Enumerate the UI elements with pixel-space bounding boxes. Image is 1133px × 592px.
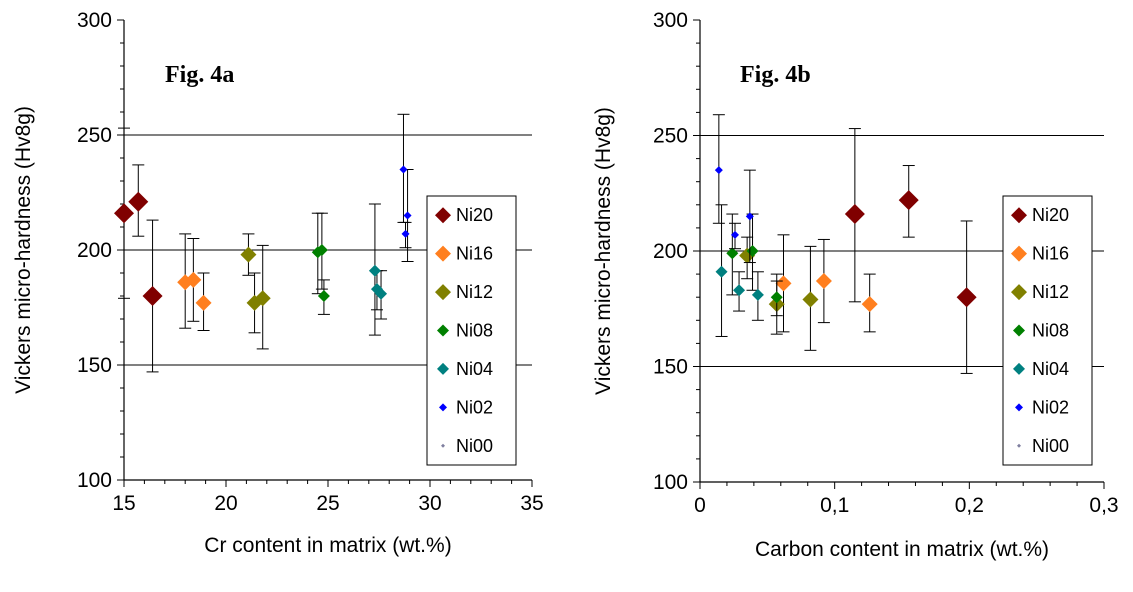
legend-label-ni00: Ni00 (1032, 436, 1069, 456)
data-point-ni02 (745, 212, 754, 221)
series-ni08 (311, 212, 330, 315)
data-point-ni12 (802, 291, 819, 308)
data-point-ni04 (751, 288, 764, 301)
legend-marker-ni16 (1011, 245, 1027, 262)
data-point-ni08 (317, 290, 330, 302)
legend-label-ni20: Ni20 (456, 205, 493, 225)
series-ni04 (368, 203, 388, 336)
data-point-ni16 (775, 275, 792, 292)
series-ni20 (844, 128, 977, 374)
data-point-ni02 (714, 166, 723, 175)
legend-marker-ni12 (1011, 284, 1027, 301)
data-point-ni04 (368, 264, 381, 277)
data-point-ni08 (315, 244, 328, 256)
y-tick-label: 200 (653, 240, 688, 263)
legend-label-ni12: Ni12 (456, 282, 493, 302)
data-point-ni16 (861, 296, 878, 313)
data-point-ni02 (401, 229, 410, 238)
series-ni04 (715, 204, 764, 337)
x-axis-title: Cr content in matrix (wt.%) (204, 534, 451, 557)
data-point-ni16 (815, 273, 832, 290)
legend-marker-ni08 (437, 324, 449, 337)
legend-marker-ni04 (437, 362, 449, 375)
legend-marker-ni20 (435, 207, 451, 224)
x-tick-label: 0 (694, 494, 706, 517)
data-point-ni20 (128, 191, 149, 212)
data-point-ni12 (254, 290, 271, 307)
figure-label: Fig. 4b (740, 62, 811, 88)
legend-label-ni16: Ni16 (1032, 244, 1069, 264)
series-ni08 (726, 213, 783, 317)
legend-marker-ni02 (439, 403, 447, 412)
figure-label: Fig. 4a (165, 62, 234, 88)
x-tick-label: 25 (316, 492, 339, 515)
y-tick-label: 250 (77, 124, 112, 147)
x-tick-label: 15 (112, 492, 135, 515)
legend-label-ni08: Ni08 (456, 321, 493, 341)
legend-label-ni02: Ni02 (456, 397, 493, 417)
x-tick-label: 35 (520, 492, 543, 515)
series-ni02 (712, 114, 756, 264)
legend-marker-ni02 (1015, 403, 1023, 412)
data-point-ni12 (240, 246, 257, 263)
data-point-ni20 (142, 286, 163, 306)
y-axis-title: Vickers micro-hardness (Hv8g) (12, 106, 35, 394)
data-point-ni02 (403, 211, 412, 220)
legend-label-ni16: Ni16 (456, 244, 493, 264)
series-ni20 (114, 127, 163, 373)
legend-marker-ni04 (1013, 362, 1025, 375)
data-point-ni02 (731, 230, 740, 239)
legend-marker-ni16 (435, 245, 451, 262)
series-ni02 (397, 113, 414, 262)
legend-label-ni02: Ni02 (1032, 397, 1069, 417)
series-ni16 (177, 233, 212, 331)
data-point-ni02 (399, 165, 408, 174)
legend-marker-ni20 (1011, 207, 1027, 224)
legend-label-ni04: Ni04 (456, 359, 493, 379)
y-tick-label: 150 (653, 356, 688, 379)
chart-fig-4b: 100 150 200 250 300 0 0,1 0,2 0,3 Carbon content … (592, 9, 1119, 561)
data-point-ni08 (726, 247, 739, 260)
data-point-ni04 (733, 284, 746, 297)
data-point-ni16 (185, 271, 202, 288)
y-tick-label: 300 (653, 9, 688, 32)
series-ni16 (775, 234, 878, 333)
legend-label-ni08: Ni08 (1032, 321, 1069, 341)
y-tick-label: 300 (77, 9, 112, 32)
legend-marker-ni00 (1017, 443, 1021, 448)
legend-marker-ni12 (435, 284, 451, 301)
data-point-ni20 (114, 203, 134, 224)
legend-label-ni12: Ni12 (1032, 282, 1069, 302)
legend-marker-ni00 (441, 443, 445, 448)
x-tick-label: 0,2 (955, 494, 984, 517)
chart-fig-4a: 100 150 200 250 300 15 20 25 30 35 Cr content in m… (12, 9, 544, 557)
x-tick-label: 30 (418, 492, 441, 515)
legend-label-ni20: Ni20 (1032, 205, 1069, 225)
y-tick-label: 100 (77, 469, 112, 492)
data-point-ni20 (956, 287, 977, 308)
data-point-ni20 (844, 204, 865, 225)
data-point-ni20 (898, 190, 919, 211)
data-point-ni08 (770, 291, 783, 304)
data-point-ni16 (195, 294, 212, 311)
legend-label-ni04: Ni04 (1032, 359, 1069, 379)
legend-marker-ni08 (1013, 324, 1025, 337)
data-point-ni04 (715, 265, 728, 278)
data-point-ni04 (375, 287, 388, 300)
legend-label-ni00: Ni00 (456, 436, 493, 456)
x-tick-label: 0,3 (1089, 494, 1118, 517)
y-axis-title: Vickers micro-hardness (Hv8g) (592, 107, 615, 395)
y-tick-label: 250 (653, 125, 688, 148)
y-tick-label: 150 (77, 354, 112, 377)
series-ni12 (240, 233, 271, 350)
series-ni12 (739, 236, 819, 351)
y-tick-label: 100 (653, 471, 688, 494)
y-tick-label: 200 (77, 239, 112, 262)
x-axis-title: Carbon content in matrix (wt.%) (755, 538, 1049, 561)
x-tick-label: 0,1 (820, 494, 849, 517)
x-tick-label: 20 (214, 492, 237, 515)
